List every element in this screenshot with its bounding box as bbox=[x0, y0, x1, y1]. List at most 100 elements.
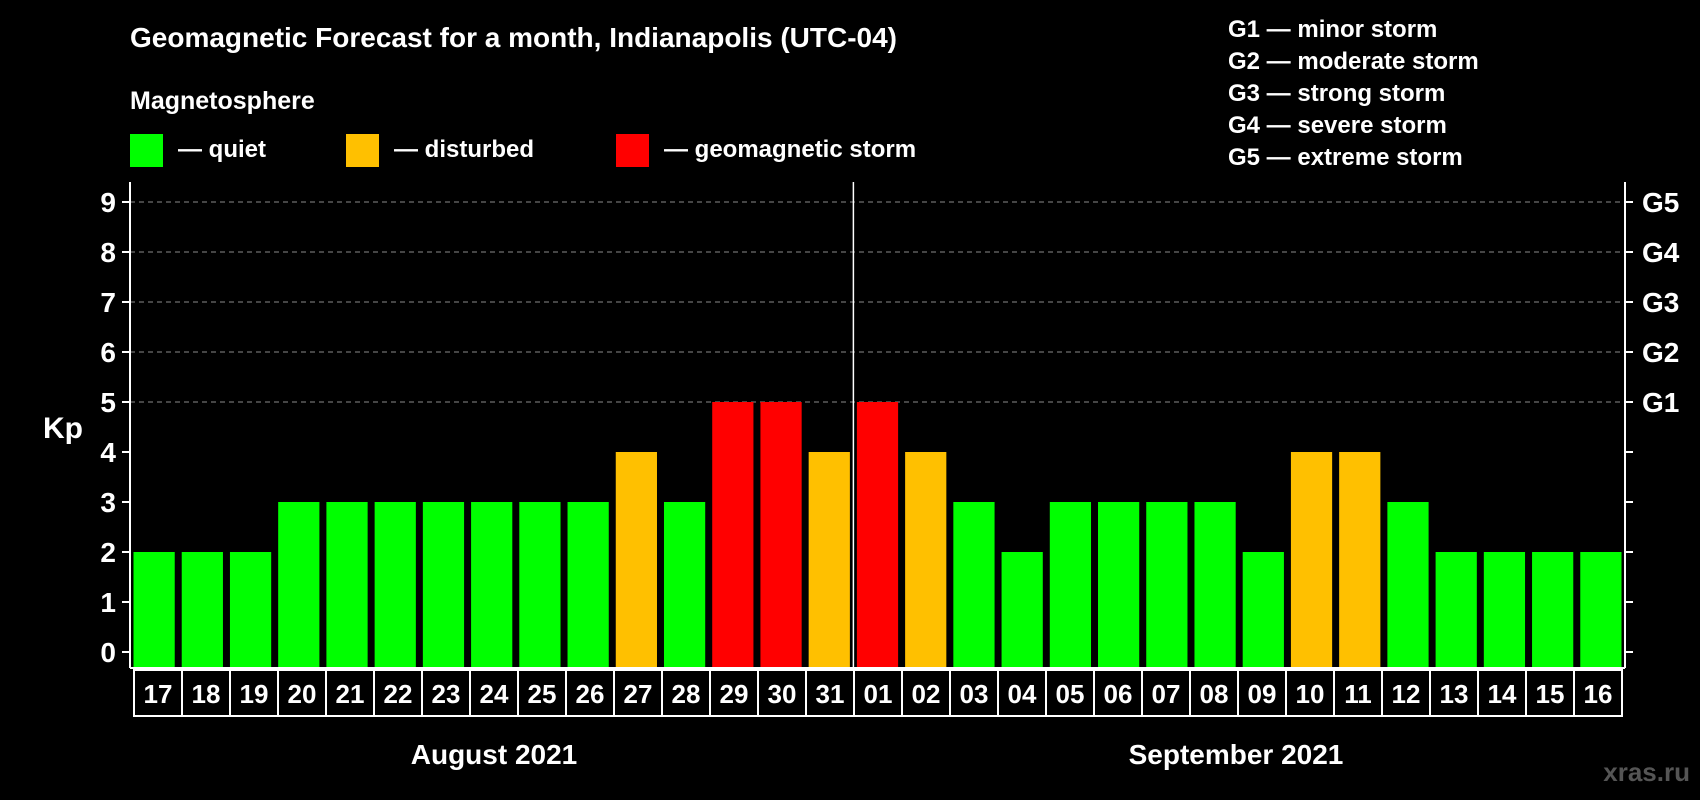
y-tick-label-8: 8 bbox=[100, 237, 116, 268]
y-tick-label-5: 5 bbox=[100, 387, 116, 418]
bar-22 bbox=[374, 502, 416, 668]
y-tick-label-6: 6 bbox=[100, 337, 116, 368]
x-tick-label-17: 17 bbox=[144, 679, 173, 709]
x-tick-label-24: 24 bbox=[480, 679, 509, 709]
bar-20 bbox=[278, 502, 320, 668]
x-tick-label-31: 31 bbox=[816, 679, 845, 709]
x-tick-label-25: 25 bbox=[528, 679, 557, 709]
x-tick-label-09: 09 bbox=[1248, 679, 1277, 709]
x-tick-label-21: 21 bbox=[336, 679, 365, 709]
bar-18 bbox=[181, 552, 223, 668]
y-tick-label-3: 3 bbox=[100, 487, 116, 518]
bar-30 bbox=[760, 402, 802, 668]
bar-27 bbox=[615, 452, 657, 668]
bar-11 bbox=[1339, 452, 1381, 668]
x-tick-label-28: 28 bbox=[672, 679, 701, 709]
chart-title: Geomagnetic Forecast for a month, Indian… bbox=[130, 22, 897, 53]
x-tick-label-04: 04 bbox=[1008, 679, 1037, 709]
x-tick-label-19: 19 bbox=[240, 679, 269, 709]
x-tick-label-20: 20 bbox=[288, 679, 317, 709]
grid-lines bbox=[130, 201, 1625, 403]
legend-swatch-quiet bbox=[130, 134, 163, 167]
bar-10 bbox=[1290, 452, 1333, 668]
y-tick-label-9: 9 bbox=[100, 187, 116, 218]
bar-19 bbox=[229, 552, 272, 668]
x-tick-label-27: 27 bbox=[624, 679, 653, 709]
bar-03 bbox=[953, 502, 995, 668]
y-tick-label-1: 1 bbox=[100, 587, 116, 618]
storm-scale-g4: G4 — severe storm bbox=[1228, 112, 1447, 139]
right-tick-label-g2: G2 bbox=[1642, 337, 1679, 368]
storm-scale-g3: G3 — strong storm bbox=[1228, 80, 1445, 107]
x-tick-label-30: 30 bbox=[768, 679, 797, 709]
watermark: xras.ru bbox=[1603, 757, 1690, 787]
legend-swatch-disturbed bbox=[346, 134, 379, 167]
x-tick-label-06: 06 bbox=[1104, 679, 1133, 709]
bar-14 bbox=[1483, 552, 1526, 668]
bar-21 bbox=[326, 502, 368, 668]
x-tick-label-23: 23 bbox=[432, 679, 461, 709]
bar-28 bbox=[663, 502, 706, 668]
bar-08 bbox=[1194, 502, 1236, 668]
x-tick-label-03: 03 bbox=[960, 679, 989, 709]
y-tick-label-4: 4 bbox=[100, 437, 116, 468]
bar-02 bbox=[905, 452, 947, 668]
bar-23 bbox=[422, 502, 465, 668]
bar-25 bbox=[519, 502, 561, 668]
y-tick-label-2: 2 bbox=[100, 537, 116, 568]
y-axis-label: Kp bbox=[43, 412, 83, 445]
x-tick-label-14: 14 bbox=[1488, 679, 1517, 709]
x-tick-label-11: 11 bbox=[1344, 679, 1372, 709]
bars bbox=[133, 402, 1622, 668]
x-tick-label-02: 02 bbox=[912, 679, 941, 709]
storm-scale-g2: G2 — moderate storm bbox=[1228, 48, 1479, 75]
bar-26 bbox=[567, 502, 609, 668]
x-tick-label-15: 15 bbox=[1536, 679, 1565, 709]
bar-24 bbox=[471, 502, 513, 668]
bar-07 bbox=[1146, 502, 1188, 668]
x-tick-labels: 17 18 19 20 21 22 23 24 25 26 27 28 29 30 31 01 02 03 04 05… bbox=[133, 669, 1623, 717]
month-label-september: September 2021 bbox=[1129, 739, 1344, 770]
x-tick-label-13: 13 bbox=[1440, 679, 1469, 709]
month-label-august: August 2021 bbox=[411, 739, 578, 770]
y-tick-label-7: 7 bbox=[100, 287, 116, 318]
x-tick-label-01: 01 bbox=[864, 679, 893, 709]
bar-01 bbox=[856, 402, 899, 668]
bar-29 bbox=[712, 402, 754, 668]
date-label-frame bbox=[133, 669, 1623, 717]
y-tick-label-0: 0 bbox=[100, 637, 116, 668]
x-tick-label-22: 22 bbox=[384, 679, 413, 709]
legend-label-storm: — geomagnetic storm bbox=[664, 136, 916, 163]
x-tick-label-26: 26 bbox=[576, 679, 605, 709]
storm-scale-g5: G5 — extreme storm bbox=[1228, 144, 1463, 171]
right-tick-label-g3: G3 bbox=[1642, 287, 1679, 318]
legend-swatch-storm bbox=[616, 134, 649, 167]
legend-label-disturbed: — disturbed bbox=[394, 136, 534, 163]
x-tick-label-18: 18 bbox=[192, 679, 221, 709]
bar-17 bbox=[133, 552, 175, 668]
x-tick-label-05: 05 bbox=[1056, 679, 1085, 709]
bar-12 bbox=[1387, 502, 1429, 668]
bar-13 bbox=[1435, 552, 1477, 668]
right-tick-label-g4: G4 bbox=[1642, 237, 1680, 268]
legend-heading: Magnetosphere bbox=[130, 87, 315, 115]
bar-04 bbox=[1001, 552, 1043, 668]
x-tick-label-10: 10 bbox=[1296, 679, 1325, 709]
storm-scale-g1: G1 — minor storm bbox=[1228, 16, 1437, 43]
x-tick-label-29: 29 bbox=[720, 679, 749, 709]
bar-09 bbox=[1242, 552, 1284, 668]
right-tick-label-g5: G5 bbox=[1642, 187, 1679, 218]
bar-06 bbox=[1098, 502, 1140, 668]
x-tick-label-16: 16 bbox=[1584, 679, 1613, 709]
bar-05 bbox=[1049, 502, 1092, 668]
bar-15 bbox=[1532, 552, 1574, 668]
x-tick-label-08: 08 bbox=[1200, 679, 1229, 709]
axes: 0 1 2 3 4 5 6 7 8 9 G1 G2 G3 G4 G5 bbox=[100, 182, 1680, 669]
right-tick-label-g1: G1 bbox=[1642, 387, 1679, 418]
x-tick-label-07: 07 bbox=[1152, 679, 1181, 709]
bar-31 bbox=[808, 452, 850, 668]
legend-label-quiet: — quiet bbox=[178, 136, 266, 163]
bar-16 bbox=[1580, 552, 1622, 668]
x-tick-label-12: 12 bbox=[1392, 679, 1421, 709]
